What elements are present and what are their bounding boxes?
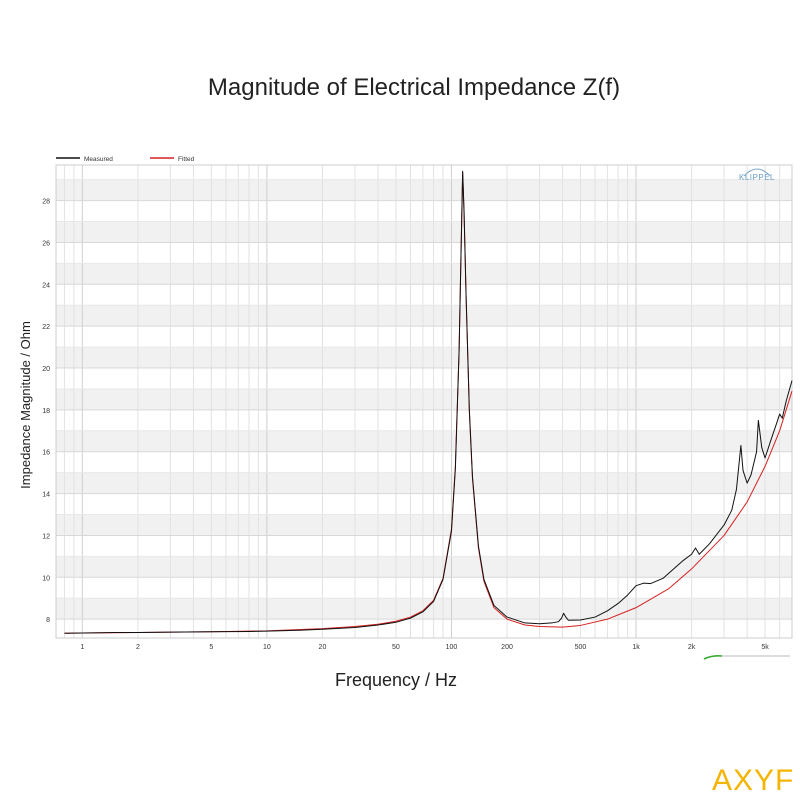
klippel-logo: KLIPPEL [739, 168, 775, 182]
x-tick-label: 200 [501, 644, 513, 651]
plot-background-bands [56, 179, 792, 620]
grid-band [56, 347, 792, 369]
grid-band [56, 514, 792, 536]
series-line-measured [64, 170, 793, 634]
y-tick-label: 28 [42, 199, 50, 206]
y-tick-label: 22 [42, 324, 50, 331]
y-tick-label: 24 [42, 282, 50, 289]
y-tick-label: 8 [46, 617, 50, 624]
y-tick-label: 16 [42, 450, 50, 457]
grid-band [56, 179, 792, 201]
y-tick-label: 26 [42, 240, 50, 247]
x-tick-label: 2k [688, 644, 696, 651]
x-tick-label: 1k [632, 644, 640, 651]
x-tick-label: 50 [392, 644, 400, 651]
grid-band [56, 388, 792, 410]
watermark-text: AXYF [712, 764, 795, 797]
grid-band [56, 472, 792, 494]
legend: Measured Fitted [56, 156, 195, 163]
x-tick-label: 10 [263, 644, 271, 651]
x-axis-label: Frequency / Hz [335, 670, 457, 690]
y-tick-label: 18 [42, 408, 50, 415]
klippel-logo-text: KLIPPEL [739, 173, 775, 182]
klippel-logo-arc [743, 168, 771, 177]
y-axis-label: Impedance Magnitude / Ohm [18, 321, 33, 489]
x-tick-label: 1 [80, 644, 84, 651]
x-tick-label: 100 [446, 644, 458, 651]
series-layer [64, 170, 793, 634]
y-tick-label: 10 [42, 575, 50, 582]
grid-band [56, 556, 792, 578]
x-tick-label: 5k [761, 644, 769, 651]
x-tick-label: 500 [575, 644, 587, 651]
grid-band [56, 221, 792, 243]
x-tick-labels: 1 2 5 10 20 50 100 200 500 1k 2k 5k [80, 644, 769, 651]
green-scroll-mark [703, 655, 723, 660]
x-tick-label: 2 [136, 644, 140, 651]
y-tick-label: 14 [42, 492, 50, 499]
plot-frame [55, 164, 793, 639]
y-tick-labels: 8 10 12 14 16 18 20 22 24 26 28 [42, 199, 50, 625]
y-tick-label: 20 [42, 366, 50, 373]
chart-title: Magnitude of Electrical Impedance Z(f) [207, 74, 621, 101]
grid-band [56, 430, 792, 452]
legend-label: Measured [84, 156, 113, 163]
grid-band [56, 598, 792, 620]
grid-band [56, 305, 792, 327]
legend-label: Fitted [178, 156, 195, 163]
y-gridlines [56, 179, 792, 620]
x-tick-label: 20 [319, 644, 327, 651]
x-tick-label: 5 [209, 644, 213, 651]
y-tick-label: 12 [42, 533, 50, 540]
grid-band [56, 263, 792, 285]
